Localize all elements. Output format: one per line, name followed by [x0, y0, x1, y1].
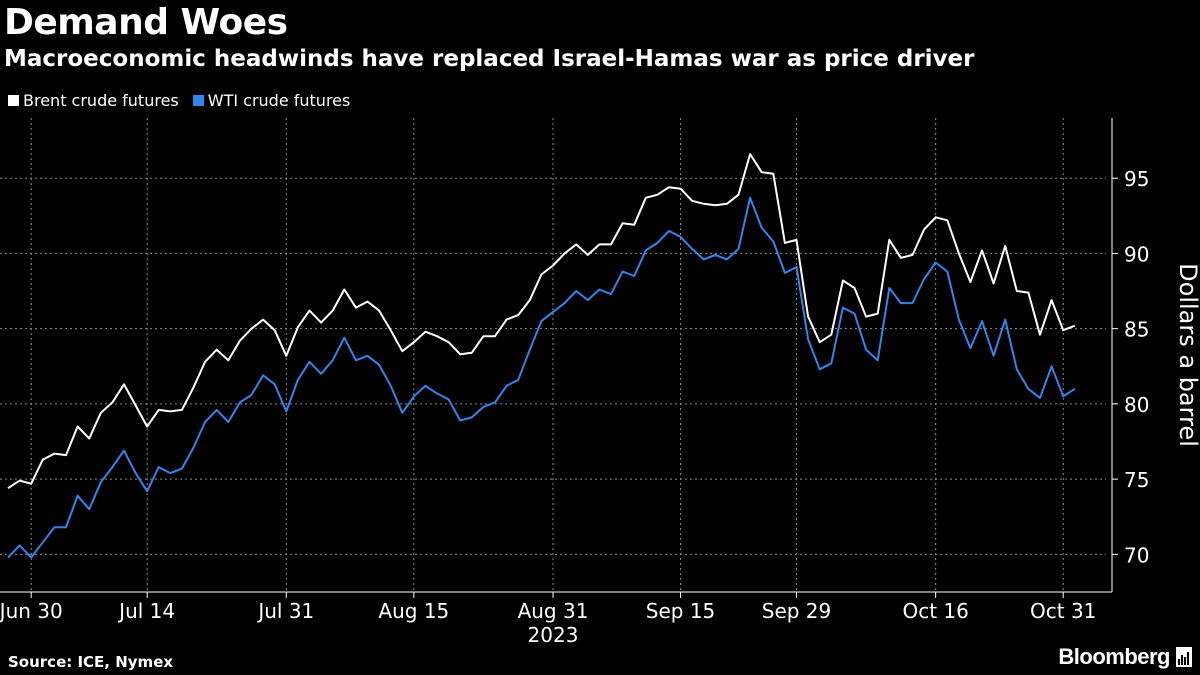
series-line-wti [7, 196, 1076, 559]
year-label: 2023 [528, 623, 579, 647]
legend: Brent crude futures WTI crude futures [8, 91, 350, 110]
legend-swatch-brent [8, 95, 19, 106]
legend-swatch-wti [192, 95, 204, 106]
gridlines [0, 118, 1106, 592]
ytick-label-95: 95 [1124, 167, 1149, 191]
chart-subtitle: Macroeconomic headwinds have replaced Is… [4, 46, 975, 72]
source-note: Source: ICE, Nymex [8, 653, 174, 671]
xtick-label-3: Aug 15 [378, 599, 449, 623]
xtick-label-0: Jun 30 [0, 599, 63, 623]
xtick-label-7: Oct 16 [902, 599, 968, 623]
ytick-label-75: 75 [1124, 468, 1149, 492]
xtick-label-2: Jul 31 [256, 599, 314, 623]
chart-title: Demand Woes [4, 2, 288, 43]
ytick-label-85: 85 [1124, 318, 1149, 342]
series-lines [7, 153, 1076, 559]
legend-label-brent: Brent crude futures [23, 91, 179, 110]
brand-name: Bloomberg [1058, 644, 1170, 669]
brand-logo: Bloomberg [1058, 644, 1192, 670]
xtick-label-1: Jul 14 [117, 599, 175, 623]
tick-labels: 70 75 80 85 90 95 Jun 30 Jul 14 Jul 31 Aug 15 Aug … [0, 167, 1200, 647]
ytick-label-80: 80 [1124, 393, 1149, 417]
ytick-label-70: 70 [1124, 543, 1149, 567]
legend-item-wti: WTI crude futures [192, 91, 351, 110]
xtick-label-5: Sep 15 [646, 599, 716, 623]
legend-label-wti: WTI crude futures [207, 91, 351, 110]
xtick-label-4: Aug 31 [518, 599, 589, 623]
bloomberg-chart-icon [1176, 647, 1192, 667]
xtick-label-8: Oct 31 [1030, 599, 1096, 623]
ytick-label-90: 90 [1124, 242, 1149, 266]
series-line-brent [7, 153, 1076, 490]
axes [0, 118, 1118, 598]
legend-item-brent: Brent crude futures [8, 91, 179, 110]
y-axis-title: Dollars a barrel [1174, 263, 1200, 447]
xtick-label-6: Sep 29 [762, 599, 832, 623]
